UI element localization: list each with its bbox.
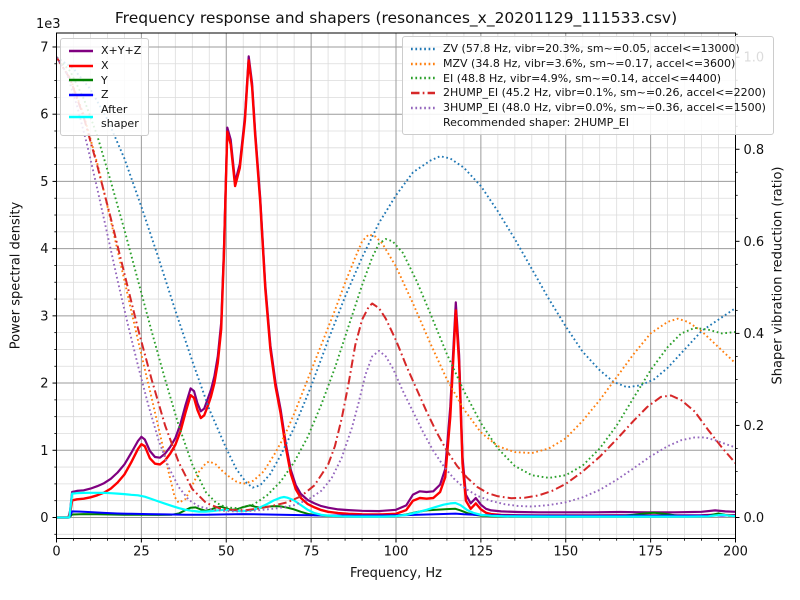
legend-shapers-label-1: MZV (34.8 Hz, vibr=3.6%, sm~=0.17, accel…: [443, 56, 736, 70]
y-left-tick-label: 6: [40, 108, 48, 123]
legend-shapers-note: Recommended shaper: 2HUMP_EI: [443, 115, 629, 129]
legend-psd-item-1: X: [68, 59, 141, 73]
legend-line-swatch: [411, 47, 435, 51]
y-left-tick-label: 3: [40, 309, 48, 324]
y-left-tick-label: 5: [40, 175, 48, 190]
legend-line-swatch: [411, 106, 435, 110]
legend-psd-item-3: Z: [68, 88, 141, 102]
series-mzv: [56, 56, 736, 504]
legend-line-swatch: [69, 115, 93, 118]
y-left-tick-label: 7: [40, 40, 48, 55]
x-tick-label: 100: [384, 545, 409, 560]
legend-line-swatch: [69, 93, 93, 97]
legend-psd-label-0: X+Y+Z: [101, 44, 142, 57]
chart-title: Frequency response and shapers (resonanc…: [114, 9, 678, 27]
legend-line-swatch: [69, 64, 93, 67]
legend-line-swatch: [69, 79, 93, 82]
legend-line-swatch: [411, 77, 435, 80]
legend-line-swatch: [411, 91, 435, 95]
legend-shapers-label-3: 2HUMP_EI (45.2 Hz, vibr=0.1%, sm~=0.26, …: [443, 86, 766, 100]
legend-psd-label-1: X: [101, 58, 109, 72]
series-lines: [56, 55, 736, 519]
y-left-tick-label: 2: [40, 377, 48, 392]
legend-psd-item-4: After shaper: [68, 103, 141, 131]
x-tick-label: 25: [133, 545, 150, 560]
legend-shapers-item-1: MZV (34.8 Hz, vibr=3.6%, sm~=0.17, accel…: [410, 57, 766, 71]
legend-shapers-label-2: EI (48.8 Hz, vibr=4.9%, sm~=0.14, accel<…: [443, 71, 721, 85]
y-axis-left-label: Power spectral density: [8, 201, 24, 350]
y-right-tick-label: 0.2: [744, 419, 765, 434]
legend-line-swatch: [411, 62, 435, 65]
legend-shapers-label-4: 3HUMP_EI (48.0 Hz, vibr=0.0%, sm~=0.36, …: [443, 101, 766, 114]
legend-shapers-item-2: EI (48.8 Hz, vibr=4.9%, sm~=0.14, accel<…: [410, 72, 766, 86]
x-tick-label: 200: [723, 545, 748, 560]
series-x: [56, 59, 736, 519]
legend-psd-item-0: X+Y+Z: [68, 44, 141, 58]
x-tick-label: 0: [52, 545, 60, 560]
y-right-tick-label: 0.8: [744, 143, 765, 158]
series-2hump-ei: [56, 56, 736, 512]
y-right-tick-label: 0.0: [744, 511, 765, 526]
legend-shapers-label-0: ZV (57.8 Hz, vibr=20.3%, sm~=0.05, accel…: [443, 42, 740, 55]
legend-shapers-item-3: 2HUMP_EI (45.2 Hz, vibr=0.1%, sm~=0.26, …: [410, 86, 766, 100]
y-left-tick-label: 4: [40, 242, 48, 257]
axis-ticks: [52, 33, 740, 543]
y-right-tick-label: 0.6: [744, 235, 765, 250]
legend-psd: X+Y+Z X Y Z After shaper: [60, 38, 150, 136]
x-tick-label: 75: [303, 545, 320, 560]
x-tick-label: 150: [553, 545, 578, 560]
y-right-tick-label: 0.4: [744, 327, 765, 342]
y-left-tick-label: 1: [40, 444, 48, 459]
series-3hump-ei: [56, 56, 736, 513]
x-tick-label: 175: [638, 545, 663, 560]
legend-psd-label-2: Y: [101, 73, 108, 87]
legend-psd-item-2: Y: [68, 74, 141, 88]
y-axis-right-label: Shaper vibration reduction (ratio): [770, 166, 786, 385]
legend-psd-label-4: After shaper: [101, 103, 139, 130]
x-axis-label: Frequency, Hz: [349, 566, 443, 581]
legend-shapers-item-4: 3HUMP_EI (48.0 Hz, vibr=0.0%, sm~=0.36, …: [410, 101, 766, 115]
legend-shapers: ZV (57.8 Hz, vibr=20.3%, sm~=0.05, accel…: [402, 36, 774, 135]
legend-shapers-item-0: ZV (57.8 Hz, vibr=20.3%, sm~=0.05, accel…: [410, 42, 766, 56]
series-zv: [56, 56, 736, 489]
y-axis-offset-label: 1e3: [36, 17, 61, 32]
series-after-shaper: [56, 491, 736, 519]
y-left-tick-label: 0: [40, 511, 48, 526]
x-tick-label: 50: [218, 545, 235, 560]
legend-psd-label-3: Z: [101, 88, 109, 102]
legend-line-swatch: [69, 49, 93, 53]
x-tick-label: 125: [468, 545, 493, 560]
